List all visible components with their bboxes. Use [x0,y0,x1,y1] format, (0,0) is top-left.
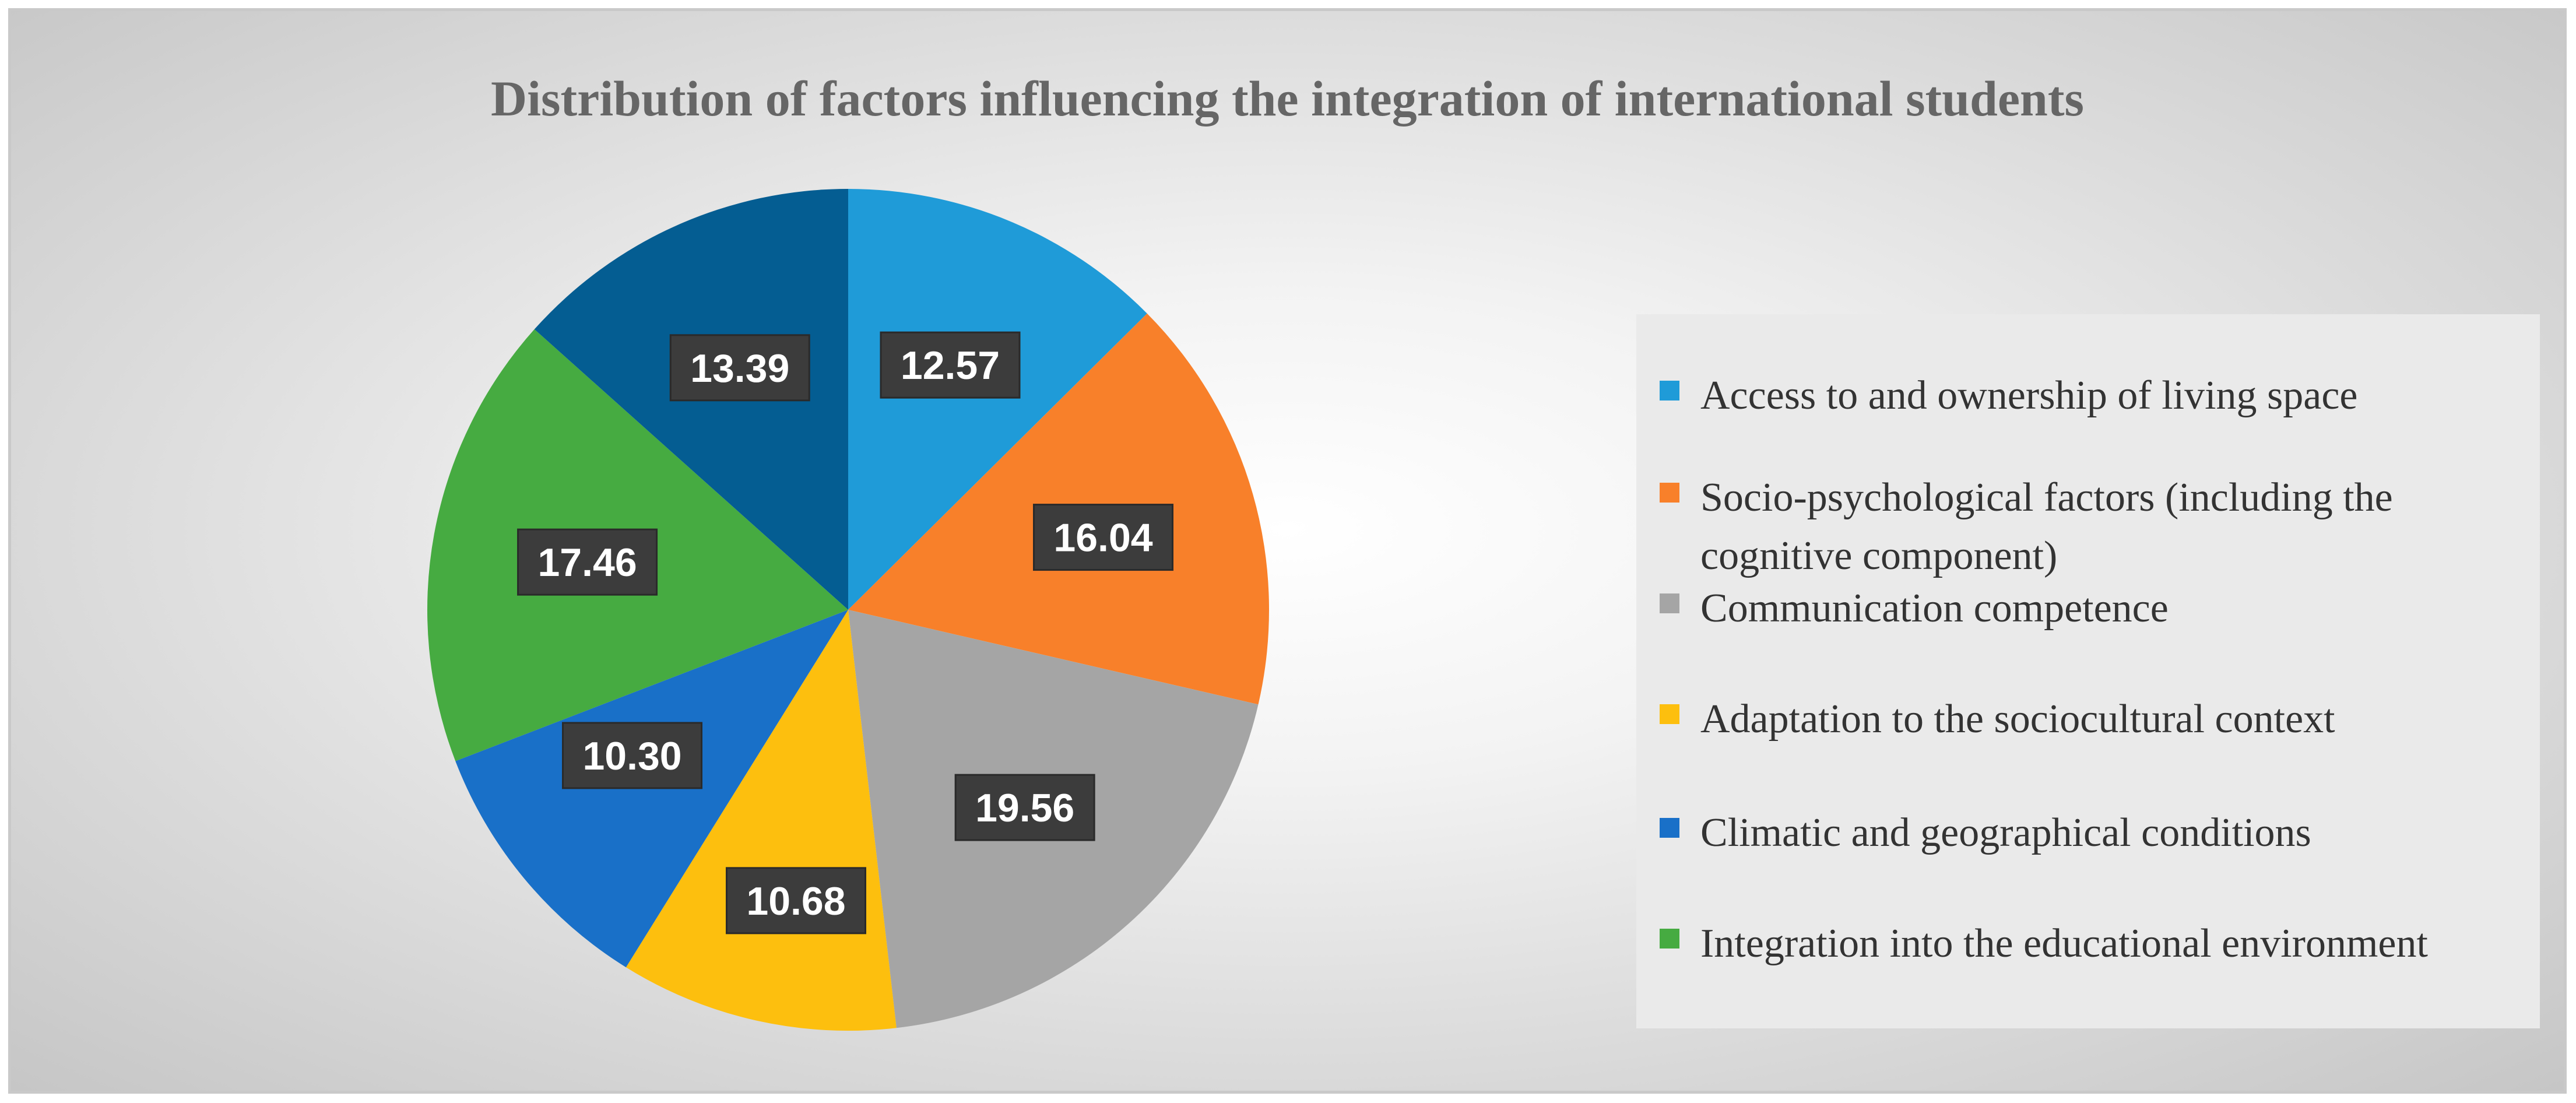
data-label-text: 10.68 [746,879,845,923]
legend-label: Socio-psychological factors (including t… [1700,475,2393,578]
data-label-climatic-and-geographical-conditions: 10.30 [562,722,703,789]
chart-frame: Distribution of factors influencing the … [8,8,2567,1094]
data-label-integration-into-the-educational-environment: 17.46 [517,528,658,596]
data-label-box [517,528,658,596]
data-label-text: 17.46 [537,540,637,585]
data-label-box [880,331,1021,399]
data-label-box [725,867,866,935]
data-label-box [562,722,703,789]
pie-slice-access-to-and-ownership-of-living-space [848,189,1147,610]
legend-label: Integration into the educational environ… [1700,921,2428,966]
data-label-text: 12.57 [901,343,1000,388]
data-label-box [1033,504,1174,571]
legend-swatch [1660,381,1679,401]
legend-swatch [1660,593,1679,613]
data-label-box [954,774,1095,841]
pie-chart: 12.57 16.04 19.56 10.68 10.30 17.46 13.39 [427,189,1269,1031]
data-label-text: 19.56 [975,786,1074,830]
legend: Access to and ownership of living space S… [1636,314,2540,1028]
chart-title: Distribution of factors influencing the … [491,71,2084,127]
legend-swatch [1660,818,1679,838]
legend-label: Adaptation to the sociocultural context [1700,697,2335,742]
data-label-text: 10.30 [582,734,681,778]
data-label-series-7: 13.39 [669,334,810,402]
legend-swatch [1660,704,1679,724]
legend-swatch [1660,483,1679,503]
legend-label: Climatic and geographical conditions [1700,810,2311,855]
data-label-text: 13.39 [690,346,789,391]
data-label-access-to-and-ownership-of-living-space: 12.57 [880,331,1021,399]
data-label-text: 16.04 [1053,516,1152,560]
legend-swatch [1660,929,1679,949]
data-label-socio-psychological-factors-including-the-cognitive-component: 16.04 [1033,504,1174,571]
legend-label: Communication competence [1700,586,2169,631]
data-label-box [669,334,810,402]
data-label-communication-competence: 19.56 [954,774,1095,841]
data-label-adaptation-to-the-sociocultural-context: 10.68 [725,867,866,935]
legend-label: Access to and ownership of living space [1700,373,2358,418]
